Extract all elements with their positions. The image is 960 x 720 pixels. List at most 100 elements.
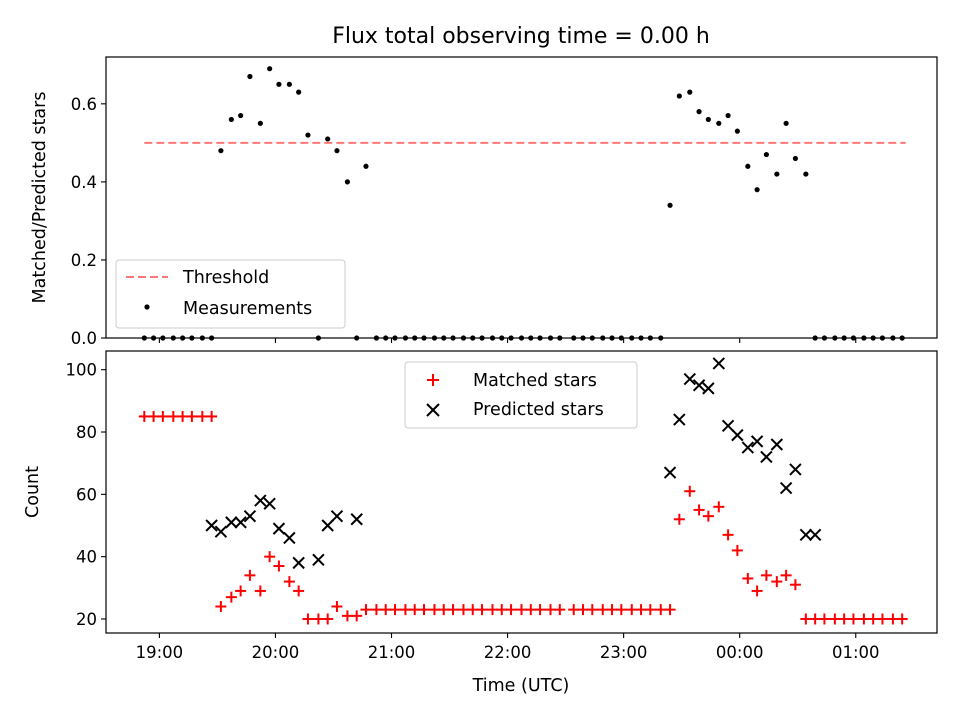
x-tick-label: 20:00	[252, 643, 300, 662]
matched-point	[606, 604, 618, 616]
bottom-legend: Matched stars Predicted stars	[404, 361, 638, 429]
predicted-point	[789, 463, 802, 476]
matched-point	[673, 513, 685, 525]
matched-point	[244, 569, 256, 581]
legend-threshold-label: Threshold	[182, 268, 269, 288]
x-tick-label: 01:00	[832, 643, 880, 662]
predicted-point	[750, 435, 764, 448]
predicted-point	[292, 556, 305, 570]
predicted-point	[760, 450, 773, 464]
matched-point	[635, 604, 647, 616]
matched-point	[389, 604, 401, 616]
top-y-tick-label: 0.6	[71, 95, 97, 114]
matched-point	[554, 604, 566, 616]
bottom-y-tick-label: 100	[66, 361, 98, 380]
bottom-y-tick-label: 80	[76, 423, 97, 442]
matched-point	[568, 604, 580, 616]
matched-point	[380, 604, 392, 616]
x-axis-label: Time (UTC)	[472, 676, 570, 696]
matched-point	[876, 613, 888, 625]
measurement-point	[305, 132, 311, 138]
predicted-point	[741, 441, 755, 454]
measurement-point	[754, 187, 760, 193]
x-tick-label: 23:00	[600, 643, 648, 662]
matched-point	[731, 544, 743, 556]
legend-measurements-swatch	[144, 304, 150, 310]
predicted-point	[712, 357, 726, 370]
predicted-point	[808, 528, 822, 542]
matched-point	[235, 585, 247, 597]
matched-point	[409, 604, 421, 616]
measurement-point	[687, 89, 693, 95]
matched-point	[702, 510, 714, 522]
predicted-point	[225, 516, 238, 529]
measurement-point	[734, 128, 740, 134]
matched-point	[505, 604, 517, 616]
predicted-point	[350, 513, 363, 526]
matched-point	[525, 604, 537, 616]
matched-point	[418, 604, 430, 616]
legend-matched-swatch	[427, 374, 439, 386]
legend-predicted-swatch	[426, 403, 440, 417]
matched-point	[428, 604, 440, 616]
bottom-y-tick-label: 40	[76, 548, 97, 567]
matched-point	[186, 410, 198, 422]
x-tick-label: 21:00	[368, 643, 416, 662]
measurement-point	[238, 112, 244, 119]
matched-point	[215, 601, 227, 613]
matched-point	[447, 604, 459, 616]
top-axes: 0.0 0.2 0.4 0.6 Matched/Predicted stars Thr…	[30, 56, 938, 348]
matched-point	[167, 410, 179, 422]
matched-point	[496, 604, 508, 616]
matched-point	[713, 501, 725, 513]
bottom-axes: 20 40 60 80 100 19:00 20:00 21:00 22:00 23:00 00:0…	[23, 350, 938, 696]
predicted-point	[272, 522, 286, 535]
legend-measurements-label: Measurements	[183, 299, 312, 319]
measurement-point	[725, 112, 731, 119]
matched-point	[644, 604, 656, 616]
measurement-point	[247, 73, 253, 80]
matched-point	[486, 604, 498, 616]
matched-point	[157, 410, 169, 422]
measurement-point	[774, 171, 780, 177]
measurement-point	[783, 120, 789, 126]
predicted-point	[692, 379, 706, 392]
matched-point	[800, 613, 812, 625]
top-y-tick-label: 0.4	[71, 173, 97, 192]
matched-point	[467, 604, 479, 616]
measurement-point	[218, 148, 224, 154]
matched-point	[626, 604, 638, 616]
matched-point	[322, 613, 334, 625]
matched-point	[370, 604, 382, 616]
matched-point	[586, 604, 598, 616]
bottom-legend-frame	[404, 361, 638, 429]
matched-point	[771, 576, 783, 588]
matched-point	[780, 569, 792, 581]
x-tick-label: 22:00	[484, 643, 532, 662]
measurement-point	[286, 81, 292, 87]
matched-point	[751, 585, 763, 597]
matched-point	[457, 604, 469, 616]
top-axes-frame	[105, 56, 938, 339]
matched-point	[225, 591, 237, 603]
bottom-axes-frame	[105, 350, 938, 634]
matched-point	[516, 604, 527, 616]
measurement-point	[716, 120, 722, 126]
measurement-point	[267, 66, 273, 72]
predicted-point	[799, 528, 813, 542]
predicted-point	[263, 497, 276, 510]
matched-point	[302, 613, 314, 625]
matched-point	[829, 613, 841, 625]
matched-point	[809, 613, 821, 625]
predicted-point	[663, 466, 677, 479]
measurement-point	[667, 202, 673, 208]
matched-point	[293, 585, 305, 597]
matched-point	[360, 604, 372, 616]
matched-point	[534, 604, 546, 616]
matched-point	[545, 604, 557, 616]
measurement-point	[803, 171, 809, 177]
measurement-point	[296, 89, 302, 95]
predicted-point	[770, 438, 784, 451]
matched-point	[597, 604, 609, 616]
measurement-point	[334, 148, 340, 154]
